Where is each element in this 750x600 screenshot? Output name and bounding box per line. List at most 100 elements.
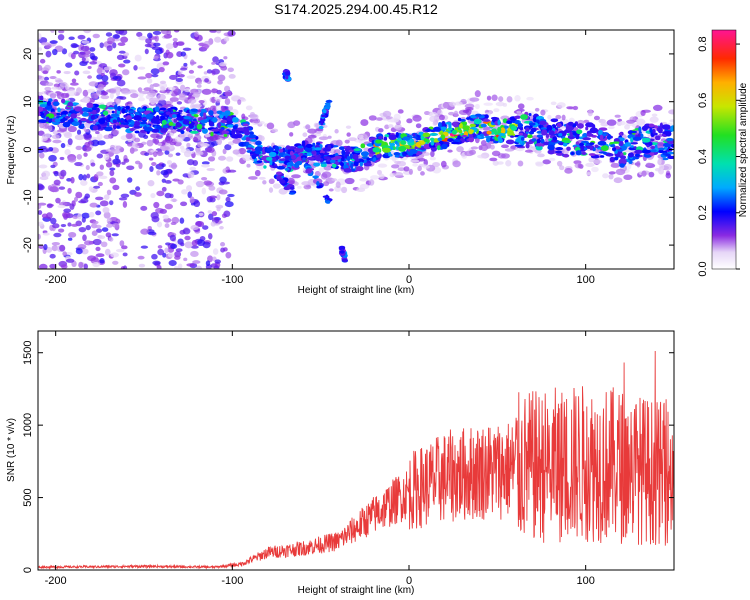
spectrogram-ridge-cell (657, 127, 663, 134)
spectrogram-ridge-cell (360, 151, 370, 157)
spectrogram-speckle (156, 190, 165, 197)
spectrogram-speckle (42, 232, 50, 236)
spectrogram-speckle (187, 191, 193, 199)
spectrogram-speckle (140, 245, 149, 249)
spectrogram-halo (504, 148, 515, 152)
spectrogram-ridge-cell (589, 127, 598, 134)
spectrogram-speckle (111, 233, 119, 237)
spectrogram-speckle (189, 166, 197, 171)
spectrogram-halo (394, 123, 402, 131)
spectrogram-halo (429, 116, 437, 122)
spectrogram-ridge-cell (168, 121, 174, 126)
spectrogram-ridge-cell (618, 132, 622, 136)
spectrogram-halo (471, 110, 479, 115)
spectrogram-halo (137, 97, 145, 102)
spectrogram-ridge-cell (329, 159, 336, 164)
spectrogram-ridge-cell (98, 118, 106, 125)
spectrogram-speckle (73, 50, 80, 55)
spectrogram-halo (397, 167, 406, 172)
spectrogram-halo (502, 102, 508, 107)
spectrogram-halo (348, 137, 357, 142)
spectrogram-halo (501, 153, 510, 159)
spectrogram-halo (390, 117, 400, 123)
spectrogram-speckle (156, 170, 161, 176)
spectrogram-ridge-cell (369, 137, 377, 141)
spectrogram-ridge-cell (117, 116, 121, 123)
spectrogram-halo (191, 104, 201, 109)
spectrogram-ridge-cell (278, 152, 284, 157)
spectrogram-ridge-cell (479, 133, 485, 137)
spectrogram-ridge-cell (634, 149, 643, 155)
spectrogram-ridge-cell (619, 163, 625, 168)
spectrogram-ridge-cell (462, 125, 471, 131)
spectrogram-ridge-cell (151, 128, 160, 133)
spectrogram-ytick-label: -10 (22, 189, 34, 205)
spectrogram-halo (187, 98, 197, 104)
colorbar-tick-label: 0.8 (697, 36, 709, 51)
spectrogram-speckle (53, 171, 59, 177)
spectrogram-halo (547, 114, 552, 120)
spectrogram-speckle (221, 181, 230, 185)
spectrogram-speckle (109, 167, 116, 171)
spectrogram-speckle (52, 186, 60, 193)
spectrogram-ridge-cell (490, 116, 499, 120)
spectrogram-halo (344, 139, 350, 144)
spectrogram-speckle (82, 234, 87, 242)
spectrogram-halo (514, 95, 521, 102)
spectrogram-ridge-cell (249, 138, 257, 142)
spectrogram-speckle (207, 233, 213, 240)
spectrogram-speckle (184, 241, 193, 249)
spectrogram-halo (498, 96, 504, 102)
spectrogram-halo (593, 115, 600, 121)
spectrogram-halo (237, 99, 242, 105)
spectrogram-speckle (74, 70, 80, 76)
spectrogram-speckle (160, 30, 169, 35)
spectrogram-halo (608, 125, 615, 130)
spectrogram-halo (65, 93, 70, 98)
spectrogram-ridge-cell (39, 95, 44, 101)
spectrogram-halo (238, 147, 247, 155)
spectrogram-ridge-cell (388, 151, 392, 157)
snr-ytick-label: 1000 (22, 413, 34, 437)
spectrogram-ridge-cell (548, 130, 555, 136)
spectrogram-ridge-cell (565, 125, 575, 131)
spectrogram-ridge-cell (255, 151, 262, 155)
spectrogram-ridge-cell (107, 114, 111, 121)
spectrogram-speckle (118, 197, 128, 201)
spectrogram-ridge-cell (439, 130, 444, 135)
spectrogram-speckle (180, 201, 188, 207)
spectrogram-speckle (40, 42, 50, 46)
spectrogram-halo (432, 161, 441, 168)
spectrogram-branch-cell (275, 171, 283, 176)
spectrogram-halo (138, 92, 144, 98)
spectrogram-ridge-cell (567, 121, 574, 126)
spectrogram-ridge-cell (440, 126, 447, 131)
spectrogram-ridge-cell (231, 117, 239, 123)
spectrogram-branch-cell (289, 186, 295, 190)
snr-ytick-label: 1500 (22, 340, 34, 364)
spectrogram-halo (415, 123, 422, 129)
spectrogram-ridge-cell (213, 131, 220, 134)
spectrogram-speckle (38, 221, 44, 227)
spectrogram-speckle (224, 98, 231, 105)
spectrogram-halo (453, 110, 459, 118)
spectrogram-ridge-cell (634, 153, 641, 158)
spectrogram-ridge-cell (182, 119, 190, 125)
spectrogram-halo (652, 104, 663, 112)
spectrogram-halo (534, 107, 540, 112)
spectrogram-speckle (183, 62, 188, 67)
spectrogram-halo (137, 87, 143, 93)
spectrogram-speckle (96, 153, 104, 159)
spectrogram-speckle (146, 78, 153, 84)
spectrogram-halo (214, 96, 223, 101)
spectrogram-ridge-cell (457, 117, 462, 122)
spectrogram-halo (345, 125, 352, 129)
spectrogram-speckle (164, 247, 169, 254)
spectrogram-ridge-cell (284, 155, 291, 160)
spectrogram-ridge-cell (468, 133, 474, 138)
spectrogram-halo (572, 105, 579, 111)
spectrogram-speckle (115, 163, 121, 168)
spectrogram-halo (526, 96, 534, 101)
spectrogram-halo (486, 95, 492, 101)
